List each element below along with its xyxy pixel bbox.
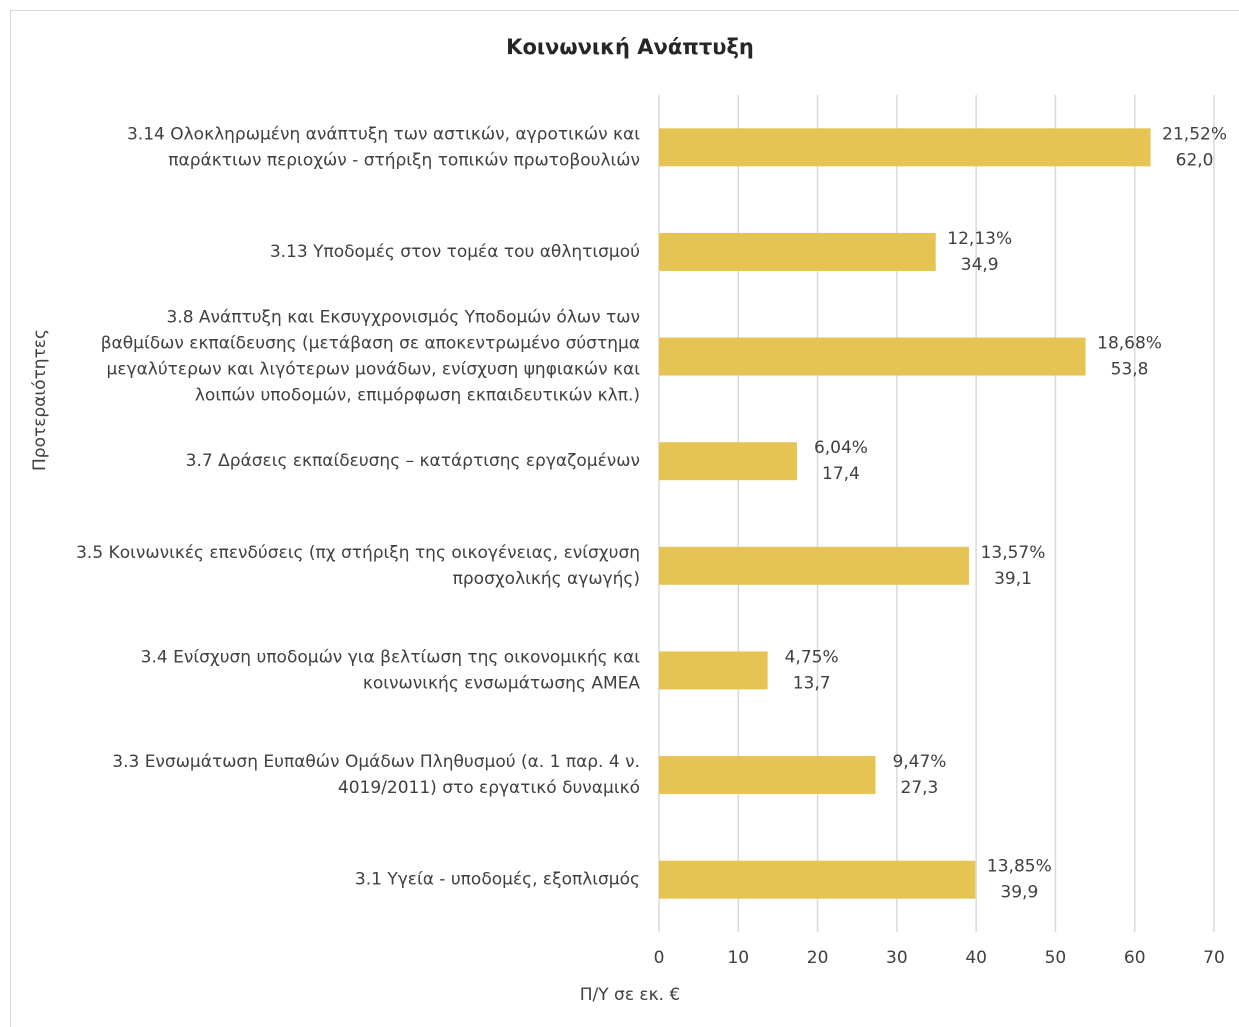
x-axis-title: Π/Υ σε εκ. €: [580, 985, 681, 1005]
value-label: 62,0: [1176, 150, 1214, 170]
y-tick-label: 3.8 Ανάπτυξη και Εκσυγχρονισμός Υποδομών…: [166, 308, 640, 328]
y-tick-label: μεγαλύτερων και λιγότερων μονάδων, ενίσχ…: [107, 360, 641, 380]
y-tick-label: λοιπών υποδομών, επιμόρφωση εκπαιδευτικώ…: [195, 386, 640, 406]
x-tick-label: 0: [654, 948, 665, 968]
x-tick-label: 30: [886, 948, 908, 968]
x-tick-label: 50: [1045, 948, 1067, 968]
value-label: 53,8: [1111, 360, 1149, 380]
y-tick-label: βαθμίδων εκπαίδευσης (μετάβαση σε αποκεν…: [101, 334, 640, 354]
chart-border: [10, 10, 1239, 1027]
value-label: 39,9: [1000, 883, 1038, 903]
share-label: 4,75%: [785, 647, 839, 667]
share-label: 6,04%: [814, 438, 868, 458]
y-tick-label: παράκτιων περιοχών - στήριξη τοπικών πρω…: [168, 150, 640, 170]
share-label: 13,85%: [987, 857, 1052, 877]
bar: [659, 442, 797, 481]
y-axis-title: Προτεραιότητες: [30, 329, 50, 471]
bar: [659, 860, 976, 899]
share-label: 9,47%: [892, 752, 946, 772]
x-tick-label: 20: [807, 948, 829, 968]
bar: [659, 651, 768, 690]
y-tick-label: προσχολικής αγωγής): [453, 569, 640, 589]
bar: [659, 128, 1151, 167]
x-tick-label: 10: [727, 948, 749, 968]
chart-title: Κοινωνική Ανάπτυξη: [506, 35, 754, 59]
y-tick-label: 3.14 Ολοκληρωμένη ανάπτυξη των αστικών, …: [127, 124, 640, 144]
share-label: 13,57%: [981, 543, 1046, 563]
value-label: 27,3: [901, 778, 939, 798]
value-label: 39,1: [994, 569, 1032, 589]
value-label: 34,9: [961, 255, 999, 275]
y-tick-label: κοινωνικής ενσωμάτωσης ΑΜΕΑ: [363, 673, 640, 693]
share-label: 18,68%: [1097, 334, 1162, 354]
y-tick-label: 3.7 Δράσεις εκπαίδευσης – κατάρτισης εργ…: [186, 451, 640, 471]
x-tick-label: 70: [1203, 948, 1225, 968]
value-label: 13,7: [793, 673, 831, 693]
bar: [659, 546, 970, 585]
bar: [659, 756, 876, 795]
x-tick-label: 40: [965, 948, 987, 968]
share-label: 12,13%: [947, 229, 1012, 249]
share-label: 21,52%: [1162, 124, 1227, 144]
y-tick-label: 3.4 Ενίσχυση υποδομών για βελτίωση της ο…: [141, 647, 641, 667]
y-tick-label: 3.13 Υποδομές στον τομέα του αθλητισμού: [270, 242, 640, 262]
y-tick-label: 4019/2011) στο εργατικό δυναμικό: [338, 778, 640, 798]
value-label: 17,4: [822, 464, 860, 484]
bar: [659, 337, 1086, 376]
y-tick-label: 3.5 Κοινωνικές επενδύσεις (πχ στήριξη τη…: [76, 543, 640, 563]
y-tick-label: 3.1 Υγεία - υποδομές, εξοπλισμός: [355, 870, 640, 890]
bar: [659, 232, 936, 271]
y-tick-label: 3.3 Ενσωμάτωση Ευπαθών Ομάδων Πληθυσμού …: [112, 752, 640, 772]
x-tick-label: 60: [1124, 948, 1146, 968]
